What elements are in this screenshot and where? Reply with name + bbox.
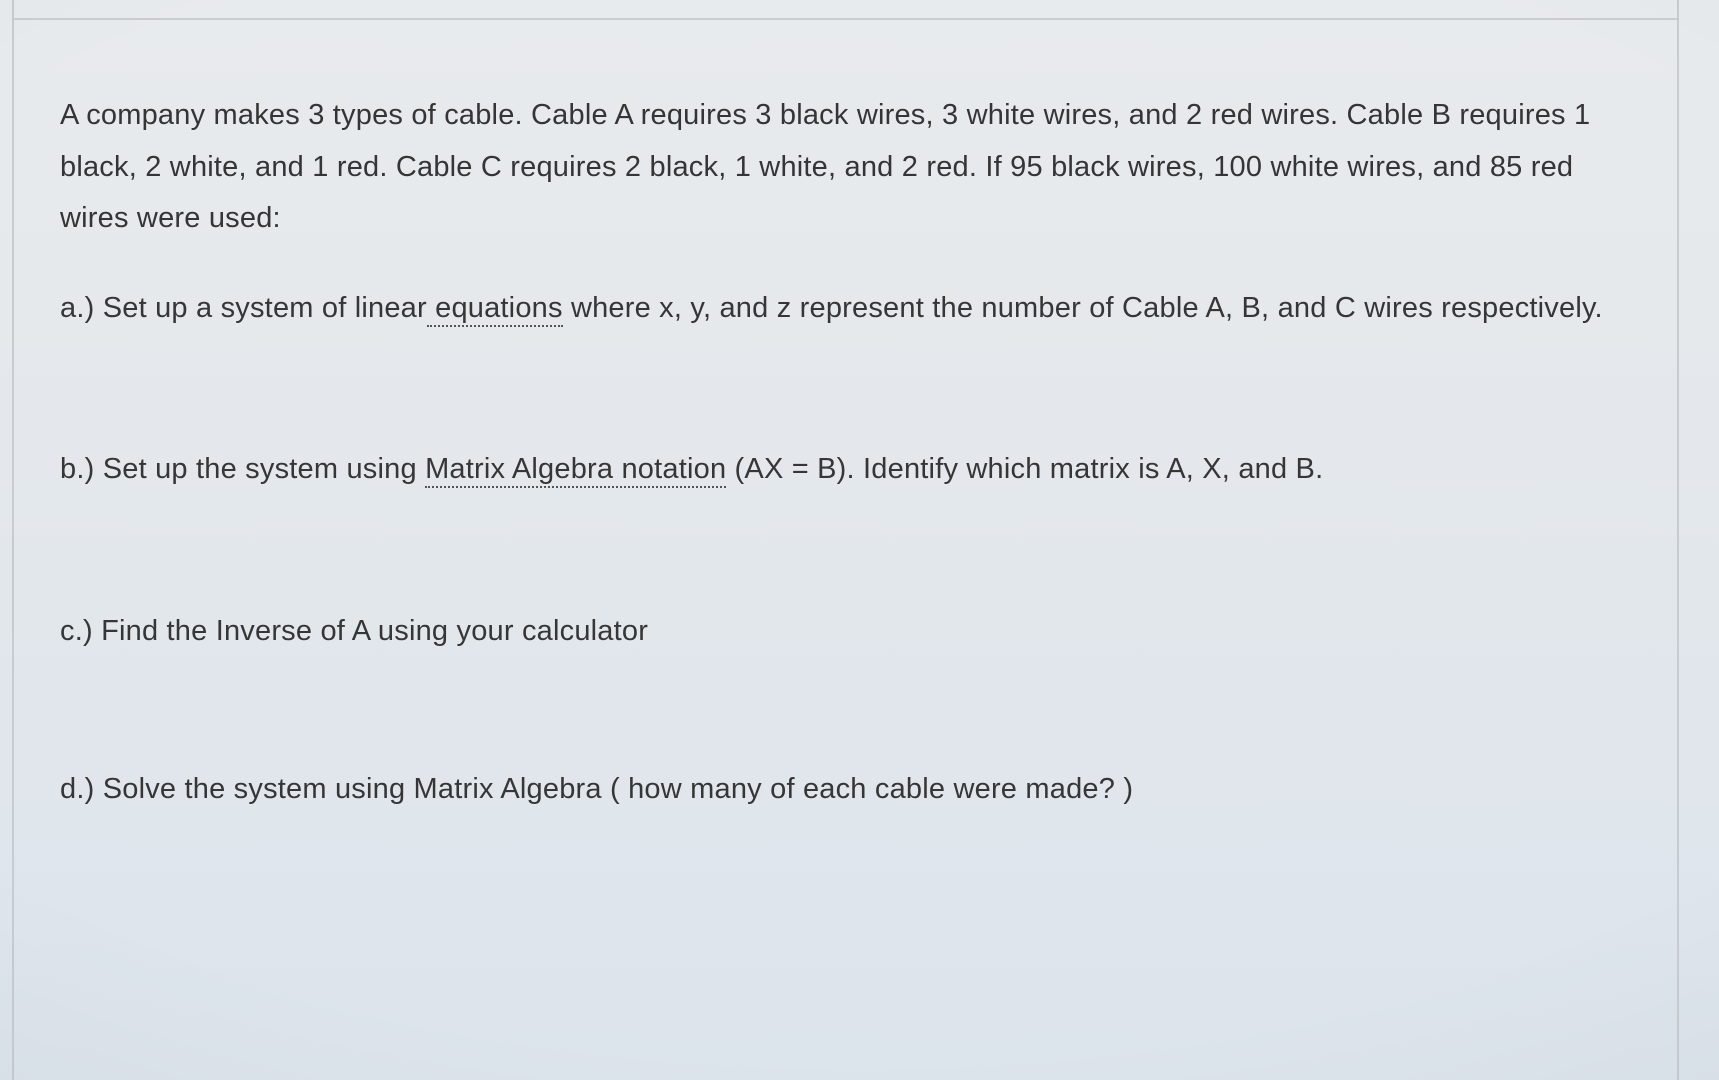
question-a-rest: where x, y, and z represent the number o… [563, 292, 1603, 324]
question-b-underline: Matrix Algebra notation [425, 453, 726, 488]
question-d: d.) Solve the system using Matrix Algebr… [60, 764, 1629, 816]
top-divider [14, 18, 1677, 20]
question-b-rest: (AX = B). Identify which matrix is A, X,… [726, 453, 1323, 485]
question-b: b.) Set up the system using Matrix Algeb… [60, 444, 1629, 496]
question-a-underline: equations [427, 292, 563, 327]
problem-content: A company makes 3 types of cable. Cable … [60, 90, 1629, 815]
question-b-prefix: b.) Set up the system using [60, 453, 425, 485]
question-a-prefix: a.) Set up a system of linear [60, 292, 427, 324]
problem-intro: A company makes 3 types of cable. Cable … [60, 90, 1629, 245]
question-c: c.) Find the Inverse of A using your cal… [60, 606, 1629, 658]
question-a: a.) Set up a system of linear equations … [60, 283, 1629, 335]
